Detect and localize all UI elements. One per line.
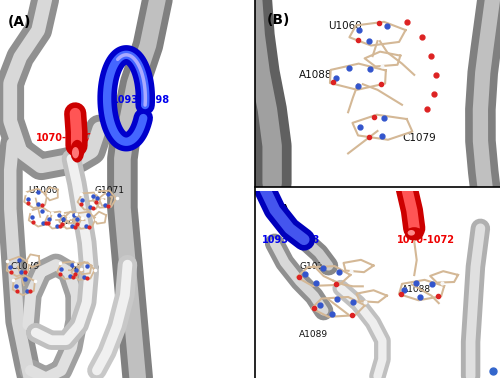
Text: (A): (A) <box>8 15 31 29</box>
Text: G1071: G1071 <box>299 262 329 271</box>
Text: (C): (C) <box>267 204 290 218</box>
Text: C1079: C1079 <box>402 133 436 144</box>
Text: C1079: C1079 <box>10 262 40 271</box>
Ellipse shape <box>405 227 423 241</box>
Text: (B): (B) <box>267 13 290 27</box>
Ellipse shape <box>408 230 415 235</box>
Text: A1088: A1088 <box>402 285 431 294</box>
Text: U1060: U1060 <box>328 21 362 31</box>
Text: A1088: A1088 <box>299 70 332 80</box>
Ellipse shape <box>70 140 85 163</box>
Text: G1071: G1071 <box>94 186 124 195</box>
Text: A1088: A1088 <box>61 217 90 226</box>
Text: U1060: U1060 <box>28 186 58 195</box>
Ellipse shape <box>72 147 79 158</box>
Text: A1089: A1089 <box>72 264 101 273</box>
Text: 1093-1098: 1093-1098 <box>262 234 320 245</box>
Text: A1089: A1089 <box>299 330 328 339</box>
Text: 1093-1098: 1093-1098 <box>112 95 170 105</box>
Text: 1070-1072: 1070-1072 <box>36 133 94 143</box>
Text: 1070-1072: 1070-1072 <box>397 234 455 245</box>
